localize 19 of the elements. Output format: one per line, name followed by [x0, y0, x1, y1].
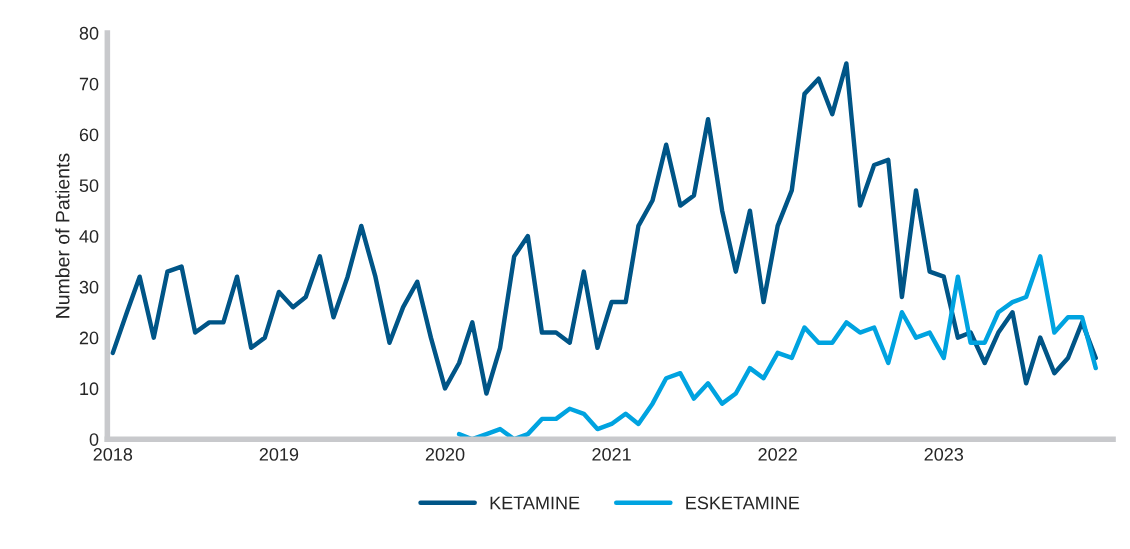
- y-tick-label: 10: [80, 382, 99, 396]
- y-axis-title: Number of Patients: [55, 153, 70, 318]
- x-tick-label: 2018: [93, 448, 133, 461]
- x-tick-label: 2023: [924, 448, 964, 461]
- legend-label: KETAMINE: [490, 496, 580, 510]
- x-tick-label: 2019: [259, 448, 299, 461]
- x-tick-label: 2021: [592, 448, 631, 461]
- y-tick-label: 60: [79, 128, 99, 142]
- legend-label: ESKETAMINE: [686, 496, 800, 510]
- y-tick-label: 0: [89, 433, 99, 446]
- y-tick-label: 50: [79, 179, 99, 193]
- y-tick-label: 40: [79, 230, 99, 243]
- y-tick-label: 20: [79, 331, 99, 345]
- y-tick-label: 30: [79, 280, 99, 294]
- line-series: [110, 61, 1098, 396]
- y-tick-label: 80: [79, 26, 99, 40]
- x-tick-label: 2020: [425, 448, 465, 461]
- y-tick-label: 70: [79, 77, 99, 91]
- x-tick-label: 2022: [758, 448, 797, 461]
